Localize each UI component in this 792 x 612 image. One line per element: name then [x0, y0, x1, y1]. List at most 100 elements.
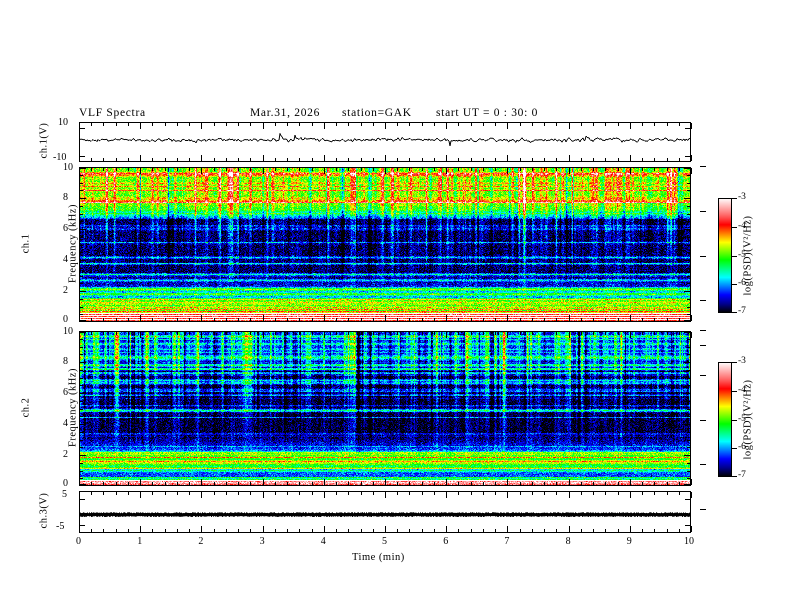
ch1-spec-xtick-major	[324, 168, 325, 174]
ch2-spec-ytick	[684, 484, 690, 485]
ch1-wave-xtick-minor	[177, 158, 178, 161]
ch1-spec-xtick-major	[446, 168, 447, 174]
ch1-spec-xtick-minor	[152, 318, 153, 321]
ch1-wave-xtick-minor	[287, 158, 288, 161]
ch2-spec-xtick-minor	[128, 332, 129, 335]
ch2-spec-ytick	[80, 484, 86, 485]
ch2-spec-xtick-minor	[532, 482, 533, 485]
ch1-spec-xtick-minor	[483, 318, 484, 321]
ch1-spec-xtick-minor	[299, 168, 300, 171]
ch1-spec-xtick-minor	[458, 318, 459, 321]
ch2-spec-ytick-minor	[80, 478, 83, 479]
ch3-wave-xtick-minor	[287, 529, 288, 532]
xaxis-ticklabel: 1	[137, 536, 143, 547]
ch2-spec-ytick-minor	[687, 416, 690, 417]
ch1-wave-xtick-minor	[434, 123, 435, 126]
ch1-spec-yticklabel: 2	[63, 285, 68, 296]
ch1-wave-xtick-minor	[593, 158, 594, 161]
ch3-wave-xtick-major	[263, 526, 264, 532]
colorbar-ch1-tick	[732, 312, 737, 313]
ch2-spec-xtick-major	[691, 479, 692, 485]
ch1-spec-xtick-minor	[275, 318, 276, 321]
ch1-wave-xtick-minor	[409, 158, 410, 161]
ch1-wave-ytick	[80, 128, 85, 129]
ch3-wave-xtick-minor	[397, 529, 398, 532]
ch1-wave-xtick-minor	[299, 123, 300, 126]
ch2-spec-xtick-minor	[336, 332, 337, 335]
ch1-wave-xtick-minor	[581, 123, 582, 126]
ch2-spec-xtick-minor	[397, 482, 398, 485]
ch2-spec-xtick-minor	[544, 332, 545, 335]
ch2-spec-ytick	[80, 393, 86, 394]
ch3-wave-xtick-minor	[532, 492, 533, 495]
ch1-spec-ytick-minor	[80, 183, 83, 184]
ch2-spec-xtick-minor	[152, 332, 153, 335]
ch2-spec-xtick-major	[263, 332, 264, 338]
colorbar-ch1-outer-tick	[700, 345, 706, 346]
plot-title: VLF Spectra	[79, 107, 146, 119]
ch2-spec-ytick-minor	[80, 409, 83, 410]
ch1-wave-xtick-major	[630, 123, 631, 129]
ch1-spec-xtick-minor	[348, 168, 349, 171]
ch1-spec-xtick-major	[263, 168, 264, 174]
ch3-wave-xtick-minor	[177, 529, 178, 532]
ch2-spec-xtick-minor	[593, 482, 594, 485]
ch3-wave-xtick-minor	[189, 492, 190, 495]
ch1-spec-xtick-minor	[409, 318, 410, 321]
ch1-spec-xtick-minor	[605, 318, 606, 321]
ch2-spec-xtick-minor	[348, 482, 349, 485]
ch2-spec-ytick	[684, 332, 690, 333]
colorbar-ch2-label: log(PSD)(V²/Hz)	[742, 379, 754, 460]
ch1-spec-ytick-minor	[687, 221, 690, 222]
ch2-spec-xtick-minor	[642, 332, 643, 335]
ch2-spec-xtick-minor	[422, 482, 423, 485]
ch3-wave-xtick-minor	[91, 492, 92, 495]
ch3-wave-xtick-minor	[250, 492, 251, 495]
ch3-wave-xtick-major	[630, 492, 631, 498]
colorbar-ch1-gradient	[718, 198, 732, 313]
ch1-spec-xtick-minor	[152, 168, 153, 171]
ch1-wave-xtick-minor	[103, 123, 104, 126]
ch3-wave-xtick-minor	[128, 529, 129, 532]
ch1-spec-ytick-minor	[80, 206, 83, 207]
ch1-spec-xtick-minor	[532, 168, 533, 171]
ch1-spec-xtick-minor	[520, 168, 521, 171]
colorbar-ch2-gradient	[718, 362, 732, 477]
ch3-wave-xtick-major	[79, 526, 80, 532]
colorbar-ch2-outer-tick	[700, 509, 706, 510]
ch1-wave-xtick-minor	[483, 158, 484, 161]
ch3-wave-xtick-minor	[483, 529, 484, 532]
ch1-spec-ytick-minor	[80, 221, 83, 222]
ch1-spec-ytick-minor	[687, 175, 690, 176]
ch3-wave-xtick-minor	[495, 492, 496, 495]
ch2-spec-xtick-minor	[458, 332, 459, 335]
ch2-spec-xtick-minor	[116, 332, 117, 335]
ch2-spec-xtick-minor	[177, 482, 178, 485]
ch3-wave-ytick	[685, 525, 690, 526]
ch1-spec-xtick-minor	[336, 168, 337, 171]
ch3-wave-xtick-major	[140, 526, 141, 532]
xaxis-ticklabel: 2	[198, 536, 204, 547]
ch1-wave-xtick-minor	[116, 123, 117, 126]
ch1-spec-xtick-major	[385, 315, 386, 321]
ch1-wave-xtick-major	[324, 123, 325, 129]
ch3-wave-xtick-minor	[189, 529, 190, 532]
ch1-spec-xtick-major	[79, 168, 80, 174]
ch2-spec-ytick-minor	[80, 401, 83, 402]
ch1-spec-xtick-major	[691, 315, 692, 321]
ch1-wave-ylabel: ch.1(V)	[38, 122, 50, 159]
ch1-spec-ytick-minor	[80, 276, 83, 277]
ch1-spec-ytick-minor	[687, 183, 690, 184]
ch1-wave-xtick-major	[201, 123, 202, 129]
ch3-wave-xtick-minor	[471, 529, 472, 532]
ch3-wave-xtick-minor	[91, 529, 92, 532]
ch1-spec-xtick-minor	[544, 168, 545, 171]
ch1-spec-xtick-minor	[116, 318, 117, 321]
ch2-spec-xtick-minor	[409, 482, 410, 485]
ch1-wave-xtick-minor	[336, 158, 337, 161]
ch1-spec-xtick-minor	[409, 168, 410, 171]
ch3-wave-xtick-minor	[422, 492, 423, 495]
ch2-spec-xtick-minor	[214, 332, 215, 335]
ch1-spec-ytick-minor	[80, 214, 83, 215]
ch2-spec-xtick-major	[446, 479, 447, 485]
